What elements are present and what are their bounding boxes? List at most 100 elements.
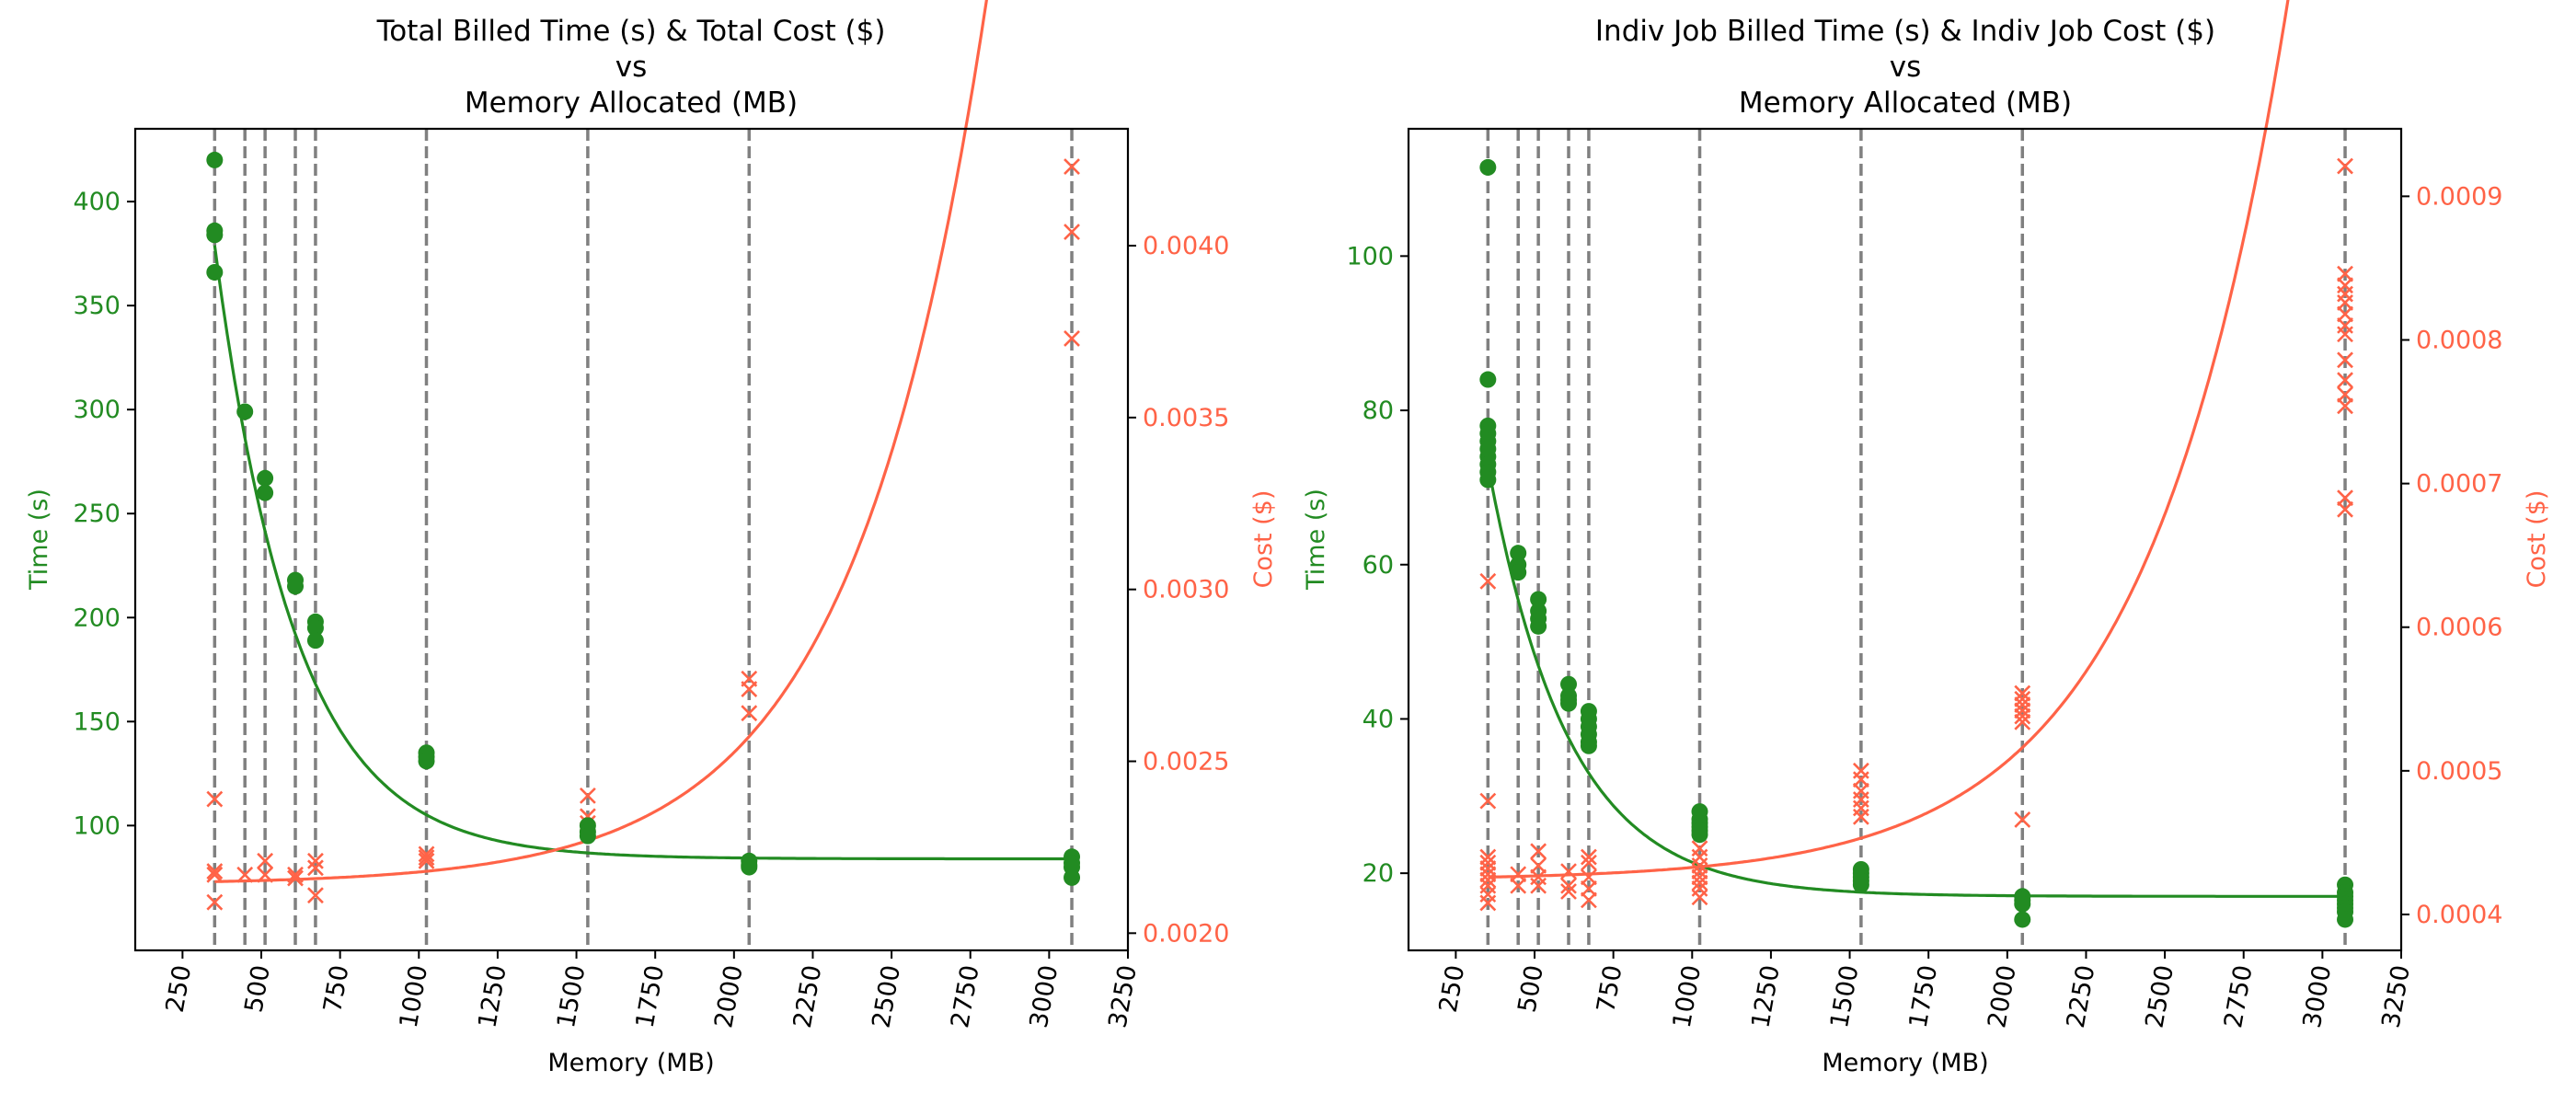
cost-point (1479, 871, 1497, 889)
cost-point (1064, 224, 1080, 241)
cost-point (2337, 372, 2353, 389)
time-point (1479, 471, 1497, 489)
y-left-tick-label: 20 (1363, 859, 1394, 888)
cost-point (1064, 158, 1080, 176)
cost-point (1530, 843, 1547, 860)
cost-point (1852, 808, 1869, 825)
x-tick-label: 500 (239, 963, 275, 1015)
cost-point (1479, 894, 1497, 912)
time-point (1560, 675, 1578, 693)
x-tick-label: 3250 (2376, 963, 2415, 1030)
cost-points (206, 158, 1080, 911)
cost-fit-line (214, 0, 988, 883)
plot-area-frame (133, 127, 1130, 952)
x-tick-label: 2500 (868, 963, 906, 1030)
x-tick-label: 1750 (1904, 963, 1943, 1030)
y-left-tick-label: 100 (73, 811, 121, 840)
cost-point (206, 790, 224, 808)
x-tick-label: 3250 (1103, 963, 1142, 1030)
x-axis-ticks: 250 500 750 1000 1250 1500 1750 2000 2250 2500 275… (161, 950, 1143, 1030)
y-axis-right-label: Cost ($) (2523, 490, 2551, 589)
time-point (1510, 564, 1527, 581)
time-point (236, 403, 254, 420)
cost-point (257, 852, 274, 869)
cost-point (1560, 863, 1577, 880)
chart-title-line-3: Memory Allocated (MB) (465, 86, 798, 120)
time-point (1852, 876, 1869, 893)
cost-point (257, 866, 274, 883)
cost-point (2014, 713, 2031, 730)
time-fit-line (213, 245, 1072, 861)
chart-title-line-3: Memory Allocated (MB) (1739, 86, 2072, 120)
cost-point (1560, 877, 1577, 894)
time-point (1560, 695, 1578, 712)
y-left-tick-label: 400 (73, 188, 121, 216)
cost-point (1691, 889, 1708, 906)
time-point (257, 484, 274, 501)
cost-point (287, 866, 304, 883)
y-axis-right-ticks: 0.0004 0.0005 0.0006 0.0007 0.0008 0.0009 (2401, 182, 2502, 929)
time-point (287, 578, 305, 595)
y-right-tick-label: 0.0004 (2416, 901, 2502, 929)
x-tick-label: 750 (1592, 963, 1627, 1015)
y-left-tick-label: 150 (73, 707, 121, 736)
cost-point (741, 681, 758, 697)
time-fit-line (1486, 464, 2345, 898)
x-tick-label: 2750 (946, 963, 984, 1030)
cost-point (2014, 707, 2031, 725)
x-tick-label: 2000 (1983, 963, 2021, 1030)
time-fit-curve (213, 245, 1072, 861)
cost-point (1530, 877, 1547, 894)
cost-point (206, 866, 224, 883)
time-point (306, 632, 324, 650)
x-tick-label: 1000 (395, 963, 433, 1030)
y-axis-left-ticks: 100 150 200 250 300 350 400 (73, 188, 135, 840)
time-point (257, 469, 274, 487)
x-tick-label: 750 (318, 963, 354, 1015)
x-tick-label: 250 (161, 963, 197, 1015)
cost-point (307, 852, 324, 869)
x-tick-label: 2000 (709, 963, 748, 1030)
time-point (206, 226, 224, 244)
x-tick-label: 500 (1512, 963, 1548, 1015)
cost-point (418, 845, 435, 863)
cost-point (2014, 811, 2031, 828)
y-left-tick-label: 60 (1363, 551, 1394, 580)
x-tick-label: 3000 (1025, 963, 1064, 1030)
y-left-tick-label: 300 (73, 396, 121, 424)
time-point (1530, 617, 1547, 635)
x-tick-label: 1500 (552, 963, 591, 1030)
time-point (206, 263, 224, 281)
cost-fit-line (1488, 0, 2290, 879)
y-left-tick-label: 200 (73, 604, 121, 632)
cost-point (206, 893, 224, 911)
cost-point (741, 705, 758, 722)
y-left-tick-label: 350 (73, 292, 121, 320)
y-right-tick-label: 0.0020 (1143, 919, 1229, 948)
x-tick-label: 2250 (2062, 963, 2100, 1030)
plot-area-frame (1407, 127, 2403, 952)
y-right-tick-label: 0.0040 (1143, 232, 1229, 260)
memory-level-lines (213, 129, 1074, 950)
cost-point (2337, 351, 2353, 369)
time-point (1530, 591, 1547, 608)
cost-point (1581, 854, 1597, 871)
y-axis-left-label: Time (s) (25, 489, 53, 591)
time-point (206, 151, 224, 168)
x-tick-label: 250 (1434, 963, 1470, 1015)
time-point (2337, 911, 2354, 928)
x-tick-label: 3000 (2298, 963, 2337, 1030)
y-right-tick-label: 0.0025 (1143, 747, 1229, 776)
cost-points (1479, 157, 2353, 912)
cost-point (1560, 883, 1577, 900)
time-point (306, 619, 324, 637)
cost-point (1691, 874, 1708, 891)
cost-point (579, 787, 596, 804)
time-points (206, 151, 1081, 886)
y-axis-left-label: Time (s) (1302, 489, 1330, 591)
time-point (1691, 826, 1708, 844)
cost-point (2337, 397, 2353, 415)
chart-title-line-1: Total Billed Time (s) & Total Cost ($) (376, 15, 886, 48)
chart-title-line-2: vs (1890, 51, 1922, 84)
